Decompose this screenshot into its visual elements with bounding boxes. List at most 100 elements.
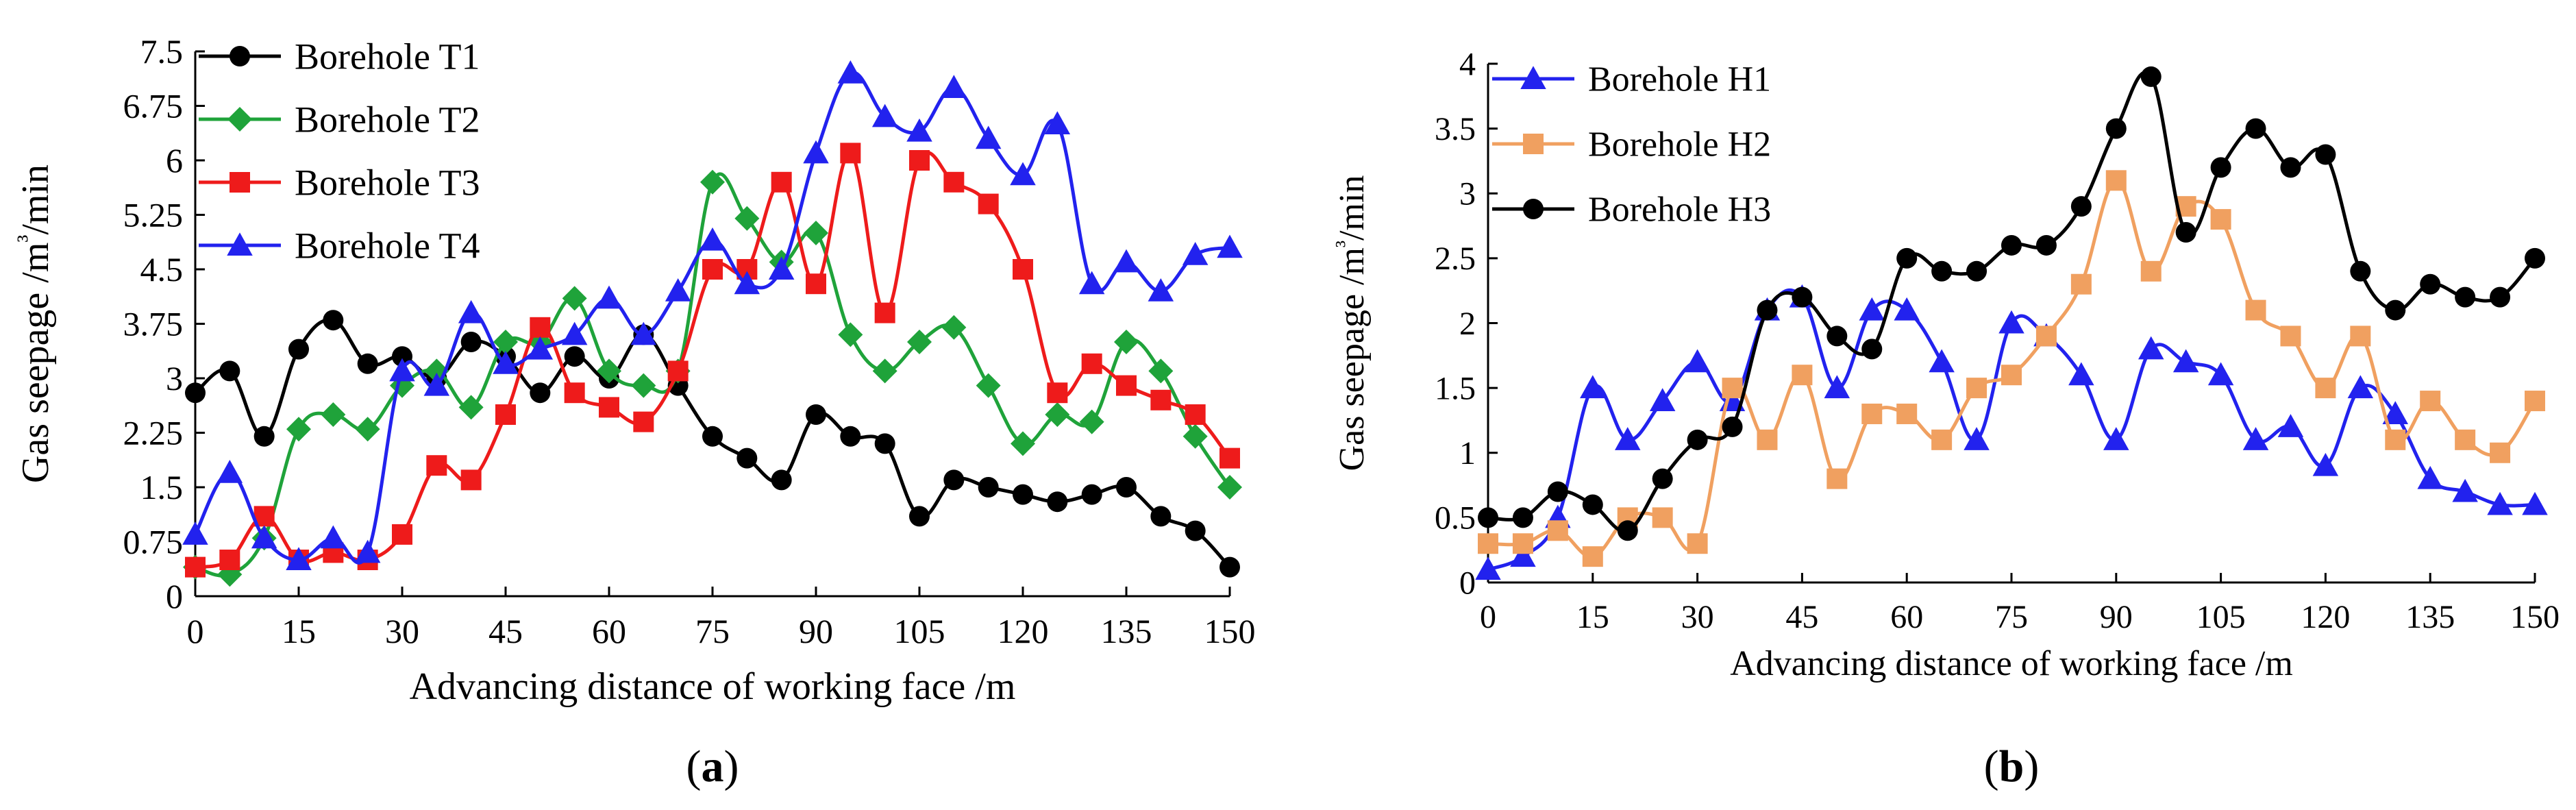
y-tick-label: 1	[1459, 435, 1476, 471]
data-point-borehole-h3	[2455, 286, 2476, 308]
panel-a: 0 0.75 1.5 2.25 3 3.75 4.5 5.25 6 6.75 7.5 0 15 30 45 6…	[12, 32, 1256, 791]
y-tick-label: 5.25	[123, 196, 184, 234]
y-tick-label: 1.5	[1435, 370, 1476, 406]
data-point-borehole-h3	[1512, 507, 1533, 528]
data-point-borehole-h2	[2525, 391, 2545, 412]
data-point-borehole-h3	[2210, 157, 2231, 178]
x-tick-label: 135	[1101, 612, 1152, 650]
series-borehole-h3	[1478, 66, 2545, 541]
series-borehole-t3	[185, 143, 1240, 578]
data-point-borehole-t4	[423, 372, 450, 396]
y-tick-label: 6	[166, 141, 183, 180]
data-point-borehole-t3	[599, 397, 619, 418]
y-axis-label: Gas seepage /m³/min	[12, 164, 57, 483]
data-point-borehole-t3	[806, 273, 826, 295]
data-point-borehole-t4	[320, 525, 347, 549]
y-tick-label: 1.5	[140, 468, 184, 506]
data-point-borehole-h3	[2140, 66, 2162, 87]
data-point-borehole-t3	[840, 143, 861, 164]
panel-label: (a)	[686, 741, 739, 791]
legend-label-borehole-t2: Borehole T2	[295, 99, 480, 140]
data-point-borehole-t3	[530, 317, 551, 338]
series-line-borehole-t1	[194, 318, 1231, 569]
data-point-borehole-h1	[2207, 362, 2234, 386]
data-point-borehole-t2	[872, 358, 897, 384]
data-point-borehole-t2	[1079, 409, 1104, 434]
data-point-borehole-t2	[1045, 402, 1070, 427]
x-tick-label: 90	[2100, 599, 2133, 635]
data-point-borehole-t2	[976, 373, 1001, 398]
data-point-borehole-h3	[2070, 196, 2092, 217]
data-point-borehole-t3	[460, 469, 482, 491]
data-point-borehole-h2	[1687, 533, 1708, 554]
data-point-borehole-t4	[527, 336, 554, 360]
data-point-borehole-t1	[1150, 506, 1172, 527]
data-point-borehole-h3	[1652, 468, 1673, 489]
data-point-borehole-t2	[838, 322, 863, 347]
data-point-borehole-h3	[2385, 299, 2406, 321]
data-point-borehole-t4	[251, 525, 277, 549]
legend-label-borehole-t1: Borehole T1	[295, 36, 480, 77]
y-tick-label: 6.75	[123, 87, 184, 125]
data-point-borehole-t4	[458, 299, 484, 323]
data-point-borehole-t3	[564, 382, 585, 404]
data-point-borehole-h3	[2245, 118, 2266, 139]
data-point-borehole-t3	[771, 171, 792, 193]
data-point-borehole-t3	[978, 193, 999, 214]
data-point-borehole-h2	[1826, 468, 1848, 489]
data-point-borehole-t3	[219, 550, 240, 570]
legend-label-borehole-t4: Borehole T4	[295, 225, 480, 266]
data-point-borehole-h1	[2417, 465, 2443, 489]
data-point-borehole-t1	[909, 506, 930, 527]
data-point-borehole-h3	[2490, 286, 2511, 308]
data-point-borehole-t2	[1217, 475, 1242, 500]
y-tick-label: 4	[1459, 46, 1476, 82]
data-point-borehole-h2	[1582, 546, 1603, 567]
data-point-borehole-t1	[1116, 477, 1137, 498]
x-tick-label: 60	[592, 612, 626, 650]
data-point-borehole-t1	[253, 426, 275, 447]
data-point-borehole-t3	[495, 404, 516, 425]
data-point-borehole-t2	[1182, 424, 1208, 449]
x-tick-label: 60	[1890, 599, 1923, 635]
x-tick-label: 15	[282, 612, 316, 650]
data-point-borehole-t1	[357, 353, 378, 374]
x-tick-label: 0	[187, 612, 204, 650]
y-tick-label: 2	[1459, 306, 1476, 342]
data-point-borehole-t1	[771, 469, 792, 491]
data-point-borehole-t1	[1047, 491, 1068, 513]
x-tick-label: 150	[1204, 612, 1256, 650]
y-axis-label: Gas seepage /m³/min	[1331, 175, 1372, 471]
data-point-borehole-t1	[874, 433, 895, 454]
data-point-borehole-t4	[354, 539, 381, 563]
data-point-borehole-t2	[597, 358, 621, 384]
data-point-borehole-h1	[1614, 427, 1641, 450]
data-point-borehole-t4	[734, 271, 760, 295]
y-tick-label: 3.5	[1435, 111, 1476, 147]
y-tick-label: 4.5	[140, 250, 184, 289]
legend-label-borehole-h2: Borehole H2	[1588, 125, 1771, 164]
data-point-borehole-h2	[1861, 403, 1883, 424]
data-point-borehole-h1	[2138, 336, 2164, 360]
data-point-borehole-h1	[2068, 362, 2094, 386]
data-point-borehole-t3	[1150, 389, 1172, 410]
data-point-borehole-t3	[702, 259, 723, 280]
legend-label-borehole-h3: Borehole H3	[1588, 191, 1771, 230]
data-point-borehole-h2	[2315, 378, 2336, 399]
data-point-borehole-h3	[1582, 494, 1603, 515]
data-point-borehole-t3	[1013, 259, 1033, 280]
data-point-borehole-h1	[1859, 297, 1885, 321]
x-axis-label: Advancing distance of working face /m	[410, 665, 1016, 708]
data-point-borehole-t4	[1182, 242, 1209, 265]
data-point-borehole-t4	[1010, 162, 1036, 186]
data-point-borehole-t4	[1148, 278, 1174, 302]
data-point-borehole-h2	[2420, 391, 2441, 412]
data-point-borehole-h1	[2487, 491, 2513, 515]
data-point-borehole-t4	[1078, 271, 1105, 295]
data-point-borehole-h3	[1896, 247, 1918, 269]
data-point-borehole-t4	[182, 521, 208, 545]
data-point-borehole-t2	[1114, 330, 1139, 354]
x-tick-label: 120	[2301, 599, 2350, 635]
data-point-borehole-t3	[633, 411, 654, 432]
data-point-borehole-t2	[562, 286, 587, 311]
